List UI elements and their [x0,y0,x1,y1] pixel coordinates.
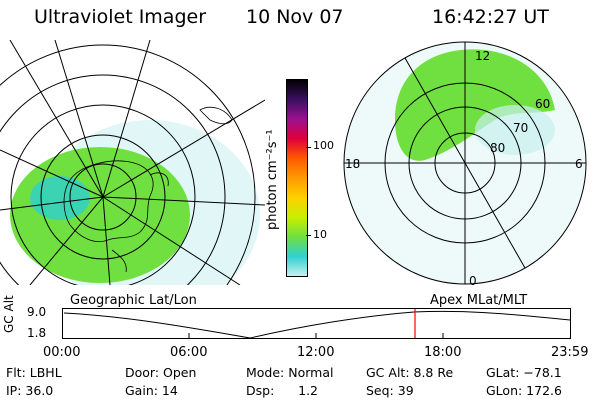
timeline-tick-1: 06:00 [170,345,208,360]
mlat-label-60: 60 [535,97,550,111]
info-glon: GLon: 172.6 [486,383,562,398]
info-gcalt: GC Alt: 8.8 Re [366,365,454,380]
mlt-label-12: 12 [475,49,490,63]
mlat-label-70: 70 [513,121,528,135]
right-map-caption: Apex MLat/MLT [430,293,528,308]
left-aurora-edge [30,176,90,220]
timeline-tick-0: 00:00 [43,345,81,360]
timeline-axis-label: GC Alt [2,295,16,333]
timeline-tick-2: 12:00 [297,345,335,360]
info-mode: Mode: Normal [246,365,334,380]
mlt-label-6: 6 [575,157,583,171]
colorbar-tick-10: 10 [313,228,327,241]
colorbar [286,79,308,277]
info-flt: Flt: LBHL [6,365,62,380]
colorbar-tick-10-mark [306,235,311,236]
timeline-plot [62,308,571,339]
coast-fragment-1 [199,106,233,125]
coast-fragment-3 [149,172,169,187]
time-label: 16:42:27 UT [432,6,549,28]
antarctica-coastline [63,160,154,242]
info-glat: GLat: −78.1 [486,365,562,380]
mlt-label-18: 18 [345,157,360,171]
timeline-y-top: 9.0 [27,305,47,319]
date-label: 10 Nov 07 [246,6,344,28]
colorbar-tick-100: 100 [313,139,334,152]
info-seq: Seq: 39 [366,383,414,398]
coast-fragment-2 [111,249,127,273]
left-map-caption: Geographic Lat/Lon [70,293,197,308]
mlat-label-80: 80 [490,141,505,155]
geographic-map [0,40,265,285]
info-dsp: Dsp: 1.2 [246,383,319,398]
colorbar-tick-100-mark [306,147,311,148]
mlt-polar-plot: 12 18 6 0 60 70 80 [343,41,587,285]
gc-alt-curve [63,310,571,339]
mlt-label-0: 0 [469,274,477,285]
timeline-tick-3: 18:00 [424,345,462,360]
right-haze-patch [475,105,555,155]
colorbar-gradient [287,80,307,276]
instrument-title: Ultraviolet Imager [34,6,207,28]
right-aurora-oval [395,49,555,161]
info-gain: Gain: 14 [125,383,178,398]
timeline-y-bottom: 1.8 [27,326,47,340]
colorbar-unit-label: photon cm⁻²s⁻¹ [265,129,280,230]
info-door: Door: Open [125,365,197,380]
timeline-tick-4: 23:59 [551,345,589,360]
info-ip: IP: 36.0 [6,383,54,398]
